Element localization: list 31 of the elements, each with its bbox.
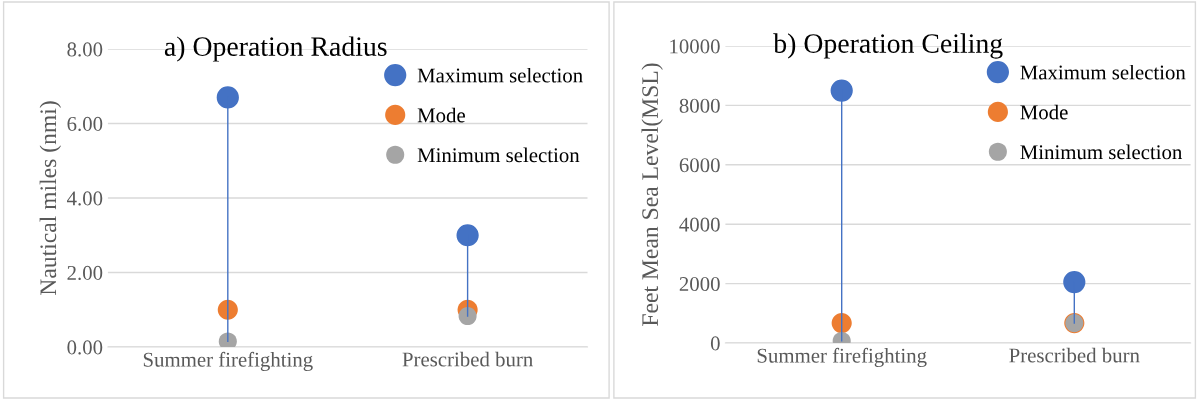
y-tick-label: 8.00 (67, 42, 103, 57)
y-tick-label: 8000 (679, 98, 720, 113)
y-tick-label: 0.00 (67, 340, 103, 355)
legend-label: Mode (417, 107, 465, 123)
y-tick-label: 6000 (679, 158, 720, 173)
x-tick-label: Prescribed burn (402, 351, 533, 367)
y-axis-title: Nautical miles (nmi) (39, 101, 62, 296)
point (456, 224, 479, 247)
y-tick-label: 10000 (670, 39, 720, 54)
chart-title: b) Operation Ceiling (773, 33, 1003, 59)
x-tick-label: Summer firefighting (757, 347, 927, 368)
legend-label: Minimum selection (417, 147, 580, 163)
legend-label: Maximum selection (1020, 64, 1186, 80)
y-tick-label: 2.00 (67, 265, 103, 281)
y-tick-label: 2000 (679, 276, 720, 292)
y-tick-label: 6.00 (67, 116, 103, 132)
point (216, 86, 239, 109)
point (1063, 271, 1086, 294)
point (831, 313, 852, 334)
legend-label: Maximum selection (417, 67, 583, 83)
y-tick-label: 4000 (679, 217, 720, 232)
legend-label: Minimum selection (1020, 144, 1183, 160)
point (458, 307, 477, 326)
x-tick-label: Prescribed burn (1009, 347, 1140, 363)
x-tick-label: Summer firefighting (143, 351, 313, 372)
legend-label: Mode (1020, 104, 1068, 120)
chart-title: a) Operation Radius (164, 36, 387, 62)
y-tick-label: 4.00 (67, 191, 103, 206)
point (830, 79, 853, 102)
y-tick-label: 0 (710, 336, 720, 351)
y-axis-title: Feet Mean Sea Level(MSL) (641, 63, 663, 326)
